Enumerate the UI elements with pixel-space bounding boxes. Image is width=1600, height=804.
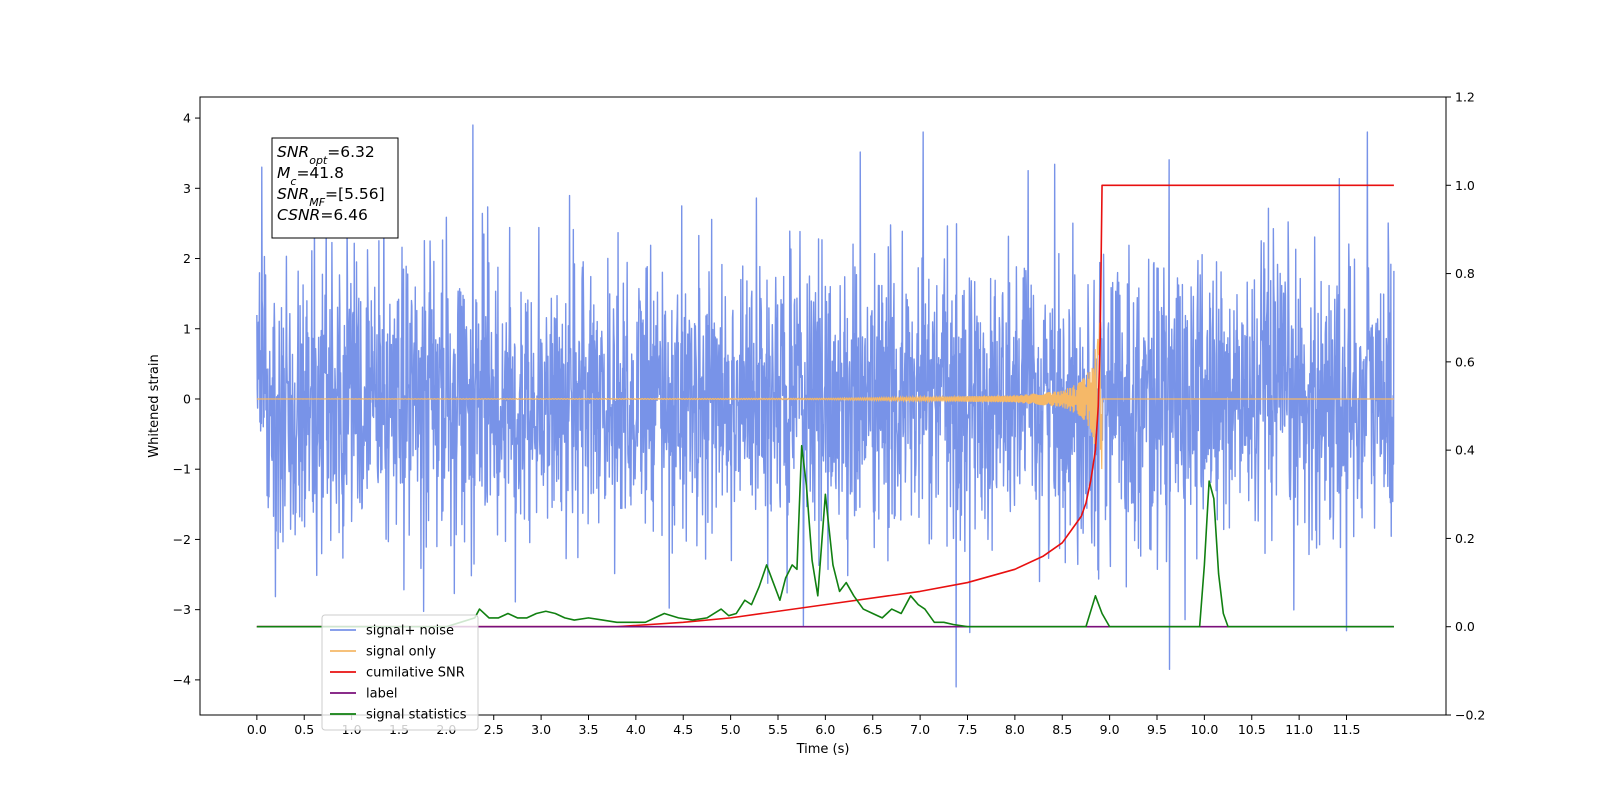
annotation-line: CSNR=6.46	[277, 206, 368, 224]
x-tick-label: 4.0	[626, 722, 646, 737]
annotation-line: SNRopt=6.32	[277, 143, 375, 167]
x-tick-label: 6.0	[815, 722, 835, 737]
annotation-line: Mc=41.8	[277, 164, 344, 188]
y-tick-label-right: 0.6	[1455, 354, 1475, 369]
y-tick-label-left: 4	[183, 111, 191, 126]
x-tick-label: 3.0	[531, 722, 551, 737]
x-tick-label: 10.0	[1190, 722, 1218, 737]
y-tick-label-right: 1.2	[1455, 90, 1475, 105]
x-tick-label: 11.5	[1333, 722, 1361, 737]
x-tick-label: 2.5	[484, 722, 504, 737]
y-tick-label-right: 0.0	[1455, 619, 1475, 634]
plot-frame	[199, 96, 1447, 716]
x-axis-label: Time (s)	[796, 742, 850, 757]
axes-layer: 0.00.51.01.52.02.53.03.54.04.55.05.56.06…	[173, 90, 1486, 738]
x-tick-label: 4.5	[673, 722, 693, 737]
x-tick-label: 0.0	[247, 722, 267, 737]
x-tick-label: 7.5	[958, 722, 978, 737]
x-tick-label: 0.5	[294, 722, 314, 737]
series-signal-noise-line	[256, 124, 1395, 688]
x-tick-label: 9.0	[1100, 722, 1120, 737]
y-tick-label-right: −0.2	[1455, 708, 1485, 723]
y-tick-label-left: −3	[173, 602, 191, 617]
x-tick-label: 3.5	[579, 722, 599, 737]
legend-frame	[321, 614, 479, 731]
series-signal-statistics-line	[256, 444, 1394, 628]
x-tick-label: 9.5	[1147, 722, 1167, 737]
y-tick-label-left: 3	[183, 181, 191, 196]
y-tick-label-right: 0.2	[1455, 531, 1475, 546]
y-tick-label-right: 1.0	[1455, 178, 1475, 193]
y-tick-label-left: 1	[183, 321, 191, 336]
x-tick-label: 5.5	[768, 722, 788, 737]
x-tick-label: 10.5	[1238, 722, 1266, 737]
y-axis-label-left: Whitened strain	[147, 354, 162, 457]
y-tick-label-left: −4	[173, 672, 191, 687]
x-tick-label: 8.0	[1005, 722, 1025, 737]
legend-label: signal+ noise	[366, 624, 454, 639]
y-tick-label-right: 0.4	[1455, 443, 1475, 458]
x-tick-label: 5.0	[721, 722, 741, 737]
y-tick-label-left: 2	[183, 251, 191, 266]
legend-label: signal statistics	[366, 708, 467, 723]
x-tick-label: 11.0	[1285, 722, 1313, 737]
series-cumilative-snr-line	[256, 184, 1394, 628]
legend-label: label	[366, 687, 397, 702]
legend-items: signal+ noise signal only cumilative SNR la…	[330, 624, 467, 723]
x-tick-label: 7.0	[910, 722, 930, 737]
legend-label: signal only	[366, 645, 436, 660]
annotation-frame	[271, 137, 399, 239]
annotation-line: SNRMF=[5.56]	[277, 185, 385, 209]
y-tick-label-left: −1	[173, 462, 191, 477]
y-tick-label-right: 0.8	[1455, 266, 1475, 281]
legend: signal+ noise signal only cumilative SNR la…	[321, 614, 479, 731]
series-signal-only-line	[256, 322, 1394, 470]
legend-label: cumilative SNR	[366, 666, 465, 681]
y-tick-label-left: −2	[173, 532, 191, 547]
y-tick-label-left: 0	[183, 391, 191, 406]
x-tick-label: 6.5	[863, 722, 883, 737]
x-tick-label: 8.5	[1052, 722, 1072, 737]
